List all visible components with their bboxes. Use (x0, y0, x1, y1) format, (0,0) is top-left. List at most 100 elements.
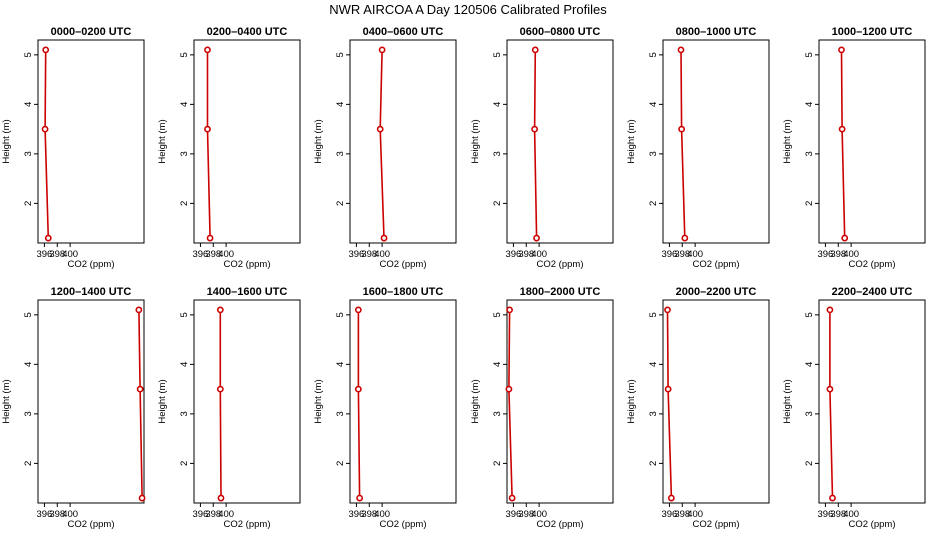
profile-line (508, 309, 513, 499)
data-point (136, 385, 144, 393)
data-point (531, 125, 539, 133)
panel-title: 1400–1600 UTC (207, 286, 288, 298)
y-tick-label: 5 (492, 312, 503, 317)
x-axis-label: CO2 (ppm) (537, 519, 584, 530)
data-point (216, 306, 224, 314)
y-tick-label: 4 (179, 362, 190, 367)
x-tick-label: 396 (348, 249, 364, 260)
y-axis-label: Height (m) (470, 379, 481, 423)
y-tick-label: 3 (648, 411, 659, 416)
x-tick-label: 396 (36, 509, 52, 520)
y-tick-label: 4 (648, 362, 659, 367)
profile-line (138, 309, 143, 499)
y-tick-label: 3 (335, 151, 346, 156)
data-point (41, 125, 49, 133)
data-point (677, 46, 685, 54)
y-tick-label: 5 (23, 52, 34, 57)
y-tick-label: 4 (804, 362, 815, 367)
data-point (531, 46, 539, 54)
plot-frame (37, 39, 145, 244)
data-point (826, 385, 834, 393)
panel-title: 0000–0200 UTC (51, 26, 132, 38)
y-tick-label: 4 (335, 362, 346, 367)
x-tick-label: 400 (843, 509, 859, 520)
y-tick-label: 2 (492, 201, 503, 206)
x-tick-label: 400 (218, 509, 234, 520)
y-axis-label: Height (m) (470, 119, 481, 163)
y-tick-label: 4 (648, 102, 659, 107)
data-point (378, 46, 386, 54)
y-tick-label: 2 (492, 461, 503, 466)
y-axis-label: Height (m) (1, 119, 12, 163)
y-tick-label: 4 (804, 102, 815, 107)
panel-title: 0600–0800 UTC (520, 26, 601, 38)
data-point (664, 306, 671, 314)
x-tick-label: 396 (817, 509, 833, 520)
x-axis-label: CO2 (ppm) (537, 259, 584, 270)
x-axis-label: CO2 (ppm) (380, 519, 427, 530)
y-tick-label: 4 (179, 102, 190, 107)
plot-frame (193, 39, 301, 244)
data-point (354, 306, 362, 314)
data-point (826, 306, 834, 314)
y-tick-label: 3 (804, 151, 815, 156)
profile-line (357, 309, 361, 499)
data-point (44, 234, 52, 242)
y-tick-label: 3 (335, 411, 346, 416)
panel-title: 1000–1200 UTC (832, 26, 913, 38)
data-point (841, 234, 849, 242)
x-axis-label: CO2 (ppm) (849, 259, 896, 270)
y-tick-label: 5 (179, 312, 190, 317)
y-tick-label: 3 (179, 151, 190, 156)
y-axis-label: Height (m) (313, 119, 324, 163)
y-axis-label: Height (m) (313, 379, 324, 423)
y-tick-label: 2 (335, 201, 346, 206)
data-point (354, 385, 362, 393)
plot-frame (349, 39, 457, 244)
y-tick-label: 3 (648, 151, 659, 156)
x-tick-label: 398 (674, 249, 690, 260)
x-axis-label: CO2 (ppm) (849, 519, 896, 530)
data-point (42, 46, 50, 54)
y-axis-label: Height (m) (626, 379, 637, 423)
data-point (216, 385, 224, 393)
y-tick-label: 3 (23, 411, 34, 416)
profile-line (206, 49, 211, 239)
y-tick-label: 5 (335, 312, 346, 317)
x-tick-label: 398 (205, 509, 221, 520)
x-tick-label: 400 (62, 249, 78, 260)
x-tick-label: 396 (192, 509, 208, 520)
y-axis-label: Height (m) (157, 379, 168, 423)
panel-title: 0800–1000 UTC (676, 26, 757, 38)
data-point (135, 306, 143, 314)
x-axis-label: CO2 (ppm) (380, 259, 427, 270)
x-axis-label: CO2 (ppm) (68, 259, 115, 270)
x-tick-label: 398 (518, 509, 534, 520)
y-tick-label: 5 (492, 52, 503, 57)
data-point (838, 125, 846, 133)
x-tick-label: 396 (661, 509, 677, 520)
panel-title: 0200–0400 UTC (207, 26, 288, 38)
plot-frame (506, 39, 614, 244)
data-point (508, 494, 516, 502)
x-tick-label: 398 (830, 509, 846, 520)
y-tick-label: 2 (804, 461, 815, 466)
profile-line (219, 309, 222, 499)
y-tick-label: 3 (492, 151, 503, 156)
x-axis-label: CO2 (ppm) (224, 519, 271, 530)
y-tick-label: 2 (179, 201, 190, 206)
x-axis-label: CO2 (ppm) (693, 519, 740, 530)
y-axis-label: Height (m) (1, 379, 12, 423)
x-tick-label: 398 (361, 509, 377, 520)
profile-line (840, 49, 846, 239)
data-point (204, 125, 211, 133)
x-tick-label: 400 (531, 509, 547, 520)
x-tick-label: 398 (205, 249, 221, 260)
profile-line (379, 49, 385, 239)
